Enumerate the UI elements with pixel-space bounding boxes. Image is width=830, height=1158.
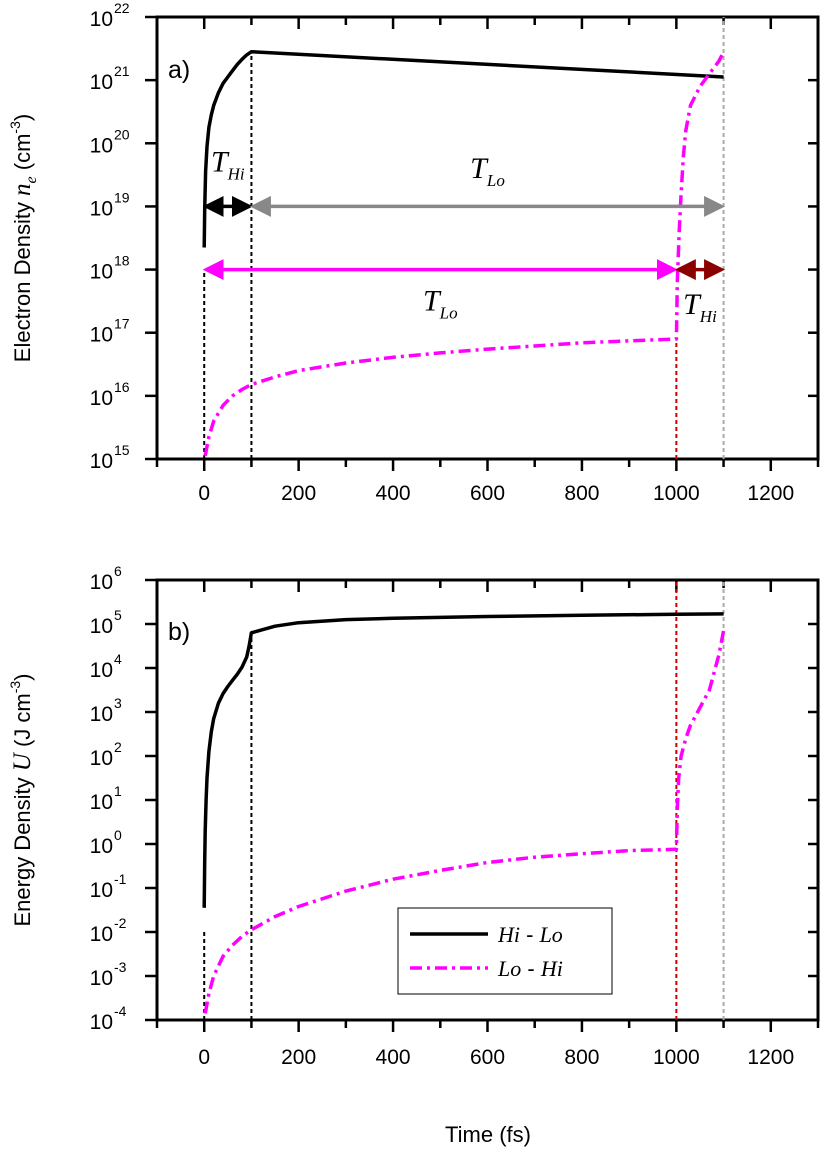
x-tick-label: 1200	[747, 1046, 794, 1069]
y-tick-exponent: -1	[114, 871, 127, 887]
annotation-symbol: T	[211, 146, 230, 179]
y-tick-exponent: 0	[114, 827, 122, 843]
y-label-variable: n	[9, 183, 36, 196]
y-tick-label: 10	[90, 879, 113, 902]
x-tick-label: 600	[470, 482, 505, 505]
y-tick-exponent: 17	[114, 316, 130, 332]
y-tick-exponent: 4	[114, 651, 122, 667]
annotation-symbol: T	[683, 288, 702, 321]
interval-annotation: THi	[211, 146, 245, 184]
interval-annotation: TLo	[470, 152, 505, 190]
y-axis-label: Electron Density ne (cm-3)	[7, 114, 40, 362]
x-tick-label: 800	[564, 482, 599, 505]
x-tick-label: 600	[470, 1046, 505, 1069]
y-tick-label: 10	[90, 791, 113, 814]
y-label-variable: U	[9, 751, 36, 771]
y-tick-label: 10	[90, 835, 113, 858]
x-tick-label: 400	[376, 1046, 411, 1069]
y-tick-exponent: 5	[114, 607, 122, 623]
legend-entry-second: Hi	[540, 956, 563, 981]
y-tick-label: 10	[90, 923, 113, 946]
y-axis-label: Energy Density U (J cm-3)	[7, 673, 36, 926]
annotation-subscript: Hi	[699, 307, 717, 326]
y-tick-exponent: 1	[114, 783, 122, 799]
y-tick-label: 10	[90, 967, 113, 990]
y-tick-exponent: 16	[114, 379, 130, 395]
interval-annotation: THi	[683, 288, 717, 326]
panel-label: a)	[168, 56, 190, 84]
y-tick-label: 10	[90, 261, 113, 284]
y-tick-exponent: 22	[114, 0, 130, 16]
y-tick-exponent: 19	[114, 189, 130, 205]
y-tick-exponent: -2	[114, 915, 127, 931]
annotation-subscript: Lo	[439, 304, 458, 323]
y-tick-label: 10	[90, 1011, 113, 1034]
y-tick-exponent: 6	[114, 563, 122, 579]
y-tick-label: 10	[90, 134, 113, 157]
y-tick-exponent: -3	[114, 959, 127, 975]
plot-frame	[155, 15, 820, 461]
legend-entry-second: Lo	[539, 922, 563, 947]
y-tick-label: 10	[90, 8, 113, 31]
x-tick-label: 0	[198, 482, 210, 505]
series-line-hi-lo	[202, 49, 724, 248]
y-tick-label: 10	[90, 659, 113, 682]
x-tick-label: 800	[564, 1046, 599, 1069]
series-line-hi-lo	[202, 612, 724, 908]
legend-entry-separator: -	[520, 922, 540, 947]
x-axis-label: Time (fs)	[445, 1122, 531, 1147]
annotation-subscript: Lo	[486, 171, 505, 190]
y-tick-exponent: 21	[114, 63, 130, 79]
x-tick-label: 1000	[653, 1046, 700, 1069]
interval-annotation: TLo	[423, 285, 458, 323]
y-tick-exponent: 20	[114, 126, 130, 142]
y-tick-exponent: 18	[114, 253, 130, 269]
x-tick-label: 0	[198, 1046, 210, 1069]
legend-entry-first: Lo	[497, 956, 521, 981]
y-tick-label: 10	[90, 747, 113, 770]
legend-box	[397, 907, 613, 995]
y-label-text: Electron Density	[10, 196, 35, 362]
y-label-unit-exponent: -3	[7, 681, 23, 694]
y-tick-exponent: 15	[114, 442, 130, 458]
y-tick-label: 10	[90, 324, 113, 347]
panel-label: b)	[168, 618, 190, 646]
y-tick-label: 10	[90, 450, 113, 473]
y-tick-exponent: 3	[114, 695, 122, 711]
y-tick-label: 10	[90, 703, 113, 726]
legend-entry-label: Hi - Lo	[497, 922, 563, 947]
x-tick-label: 200	[281, 482, 316, 505]
y-tick-exponent: 2	[114, 739, 122, 755]
x-tick-label: 1200	[747, 482, 794, 505]
y-label-unit: (J cm	[10, 693, 35, 753]
y-label-unit-close: )	[10, 114, 35, 121]
y-label-unit-close: )	[10, 673, 35, 680]
y-label-subscript: e	[23, 176, 40, 183]
y-tick-label: 10	[90, 197, 113, 220]
y-label-unit: (cm	[10, 134, 35, 177]
legend-entry-separator: -	[521, 956, 541, 981]
series-line-lo-hi	[203, 50, 726, 457]
x-tick-label: 400	[376, 482, 411, 505]
annotation-symbol: T	[423, 285, 442, 318]
annotation-subscript: Hi	[227, 165, 245, 184]
y-tick-exponent: -4	[114, 1003, 127, 1019]
x-tick-label: 200	[281, 1046, 316, 1069]
y-tick-label: 10	[90, 387, 113, 410]
y-tick-label: 10	[90, 571, 113, 594]
y-label-text: Energy Density	[10, 771, 35, 926]
y-label-unit-exponent: -3	[7, 121, 23, 134]
y-tick-label: 10	[90, 615, 113, 638]
y-tick-label: 10	[90, 71, 113, 94]
series-line-lo-hi	[203, 630, 726, 1014]
legend-entry-first: Hi	[497, 922, 520, 947]
legend-entry-label: Lo - Hi	[497, 956, 563, 981]
x-tick-label: 1000	[653, 482, 700, 505]
annotation-symbol: T	[470, 152, 489, 185]
